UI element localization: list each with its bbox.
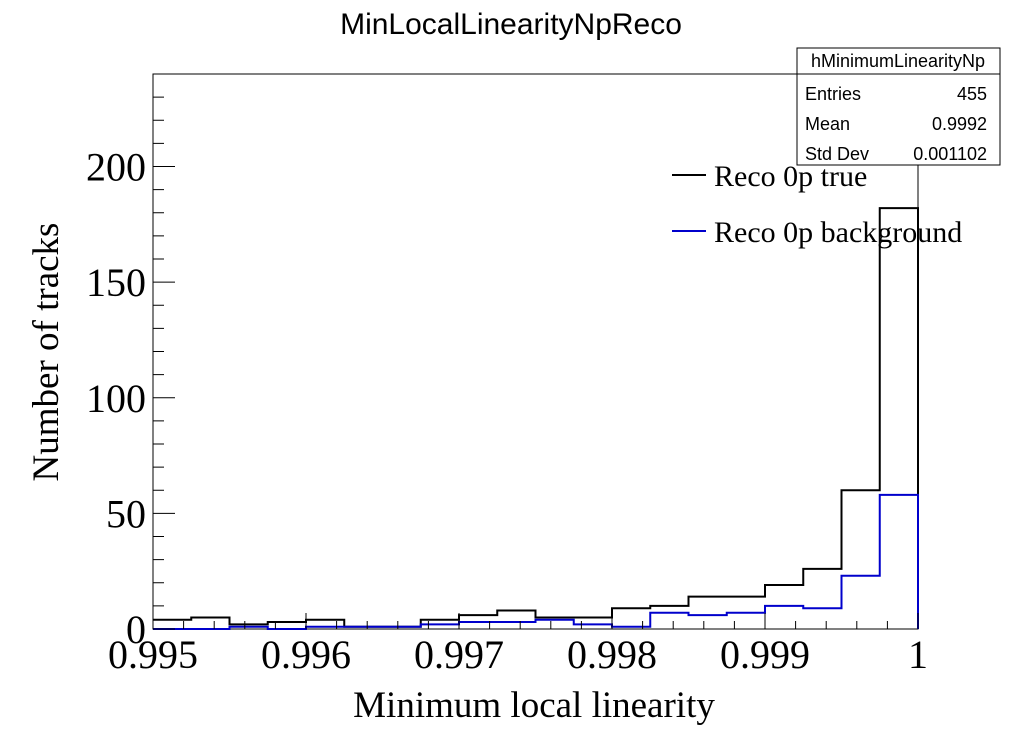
histogram-layer [153,207,919,630]
y-tick-label: 0 [126,607,146,652]
stats-mean-label: Mean [805,114,850,134]
series-reco-0p-background [153,493,919,630]
legend-label-background: Reco 0p background [714,216,962,249]
x-tick-label: 0.995 [108,632,198,677]
axis-ticks [152,73,919,630]
y-tick-label: 100 [86,376,146,421]
x-tick-label: 1 [908,632,928,677]
legend-label-true: Reco 0p true [714,160,867,193]
stats-stddev-label: Std Dev [805,144,869,164]
x-tick-label: 0.996 [261,632,351,677]
stats-box: hMinimumLinearityNp Entries 455 Mean 0.9… [796,47,1001,166]
x-tick-label: 0.999 [720,632,810,677]
y-tick-labels: 0 50 100 150 200 [86,145,146,653]
stats-box-name: hMinimumLinearityNp [811,51,985,71]
stats-entries-value: 455 [957,84,987,104]
chart-title: MinLocalLinearityNpReco [340,8,682,41]
x-tick-labels: 0.995 0.996 0.997 0.998 0.999 1 [108,632,928,677]
x-tick-label: 0.997 [414,632,504,677]
stats-stddev-value: 0.001102 [913,144,987,164]
y-axis-label: Number of tracks [26,223,67,482]
stats-entries-label: Entries [805,84,861,104]
legend: Reco 0p true Reco 0p background [672,160,962,249]
x-tick-label: 0.998 [567,632,657,677]
x-axis-label: Minimum local linearity [353,685,715,726]
y-tick-label: 200 [86,145,146,190]
series-reco-0p-true [153,207,919,629]
y-tick-label: 50 [106,491,146,536]
stats-box-frame [796,47,1001,166]
stats-mean-value: 0.9992 [932,114,987,134]
y-tick-label: 150 [86,260,146,305]
